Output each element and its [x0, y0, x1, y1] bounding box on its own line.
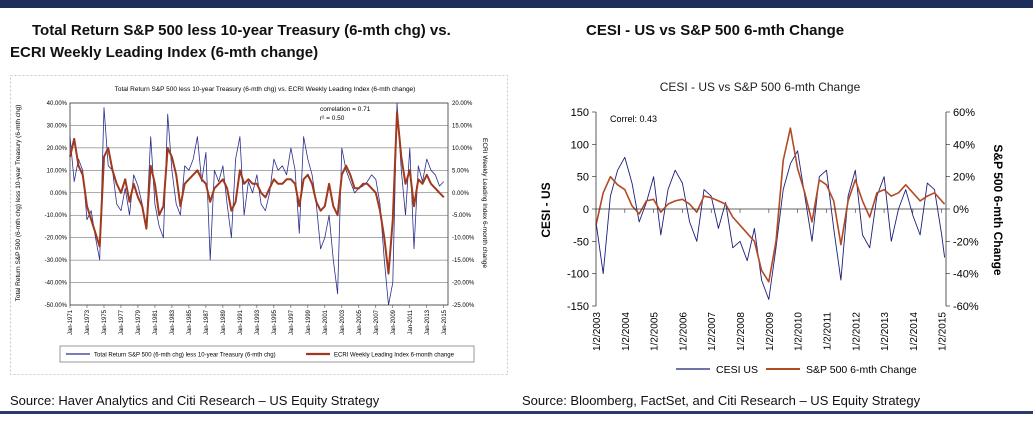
- right-series-line-1: [595, 150, 946, 300]
- left-chart-title: Total Return S&P 500 less 10-year Treasu…: [115, 86, 416, 93]
- right-y2-tick-label: 60%: [953, 107, 975, 119]
- right-x-tick-label: 1/2/2006: [678, 312, 689, 351]
- right-x-tick-label: 1/2/2009: [765, 312, 776, 351]
- right-correl-annotation: Correl: 0.43: [610, 114, 657, 124]
- right-y-tick-label: 50: [577, 172, 589, 184]
- left-x-tick-label: Jan-2003: [340, 309, 346, 335]
- left-legend-box: [59, 345, 475, 363]
- left-x-tick-label: Jan-1989: [221, 309, 227, 335]
- top-rule: [0, 0, 1033, 8]
- right-x-tick-label: 1/2/2015: [938, 312, 949, 351]
- left-x-tick-label: Jan-1973: [85, 309, 91, 335]
- right-y2-tick-label: 20%: [953, 172, 975, 184]
- left-y-axis-label: Total Return S&P 500 (6-mth chg) less 10…: [15, 105, 22, 302]
- left-chart-panel: Total Return S&P 500 less 10-year Treasu…: [10, 75, 508, 380]
- left-y-tick-label: 0.00%: [50, 191, 68, 197]
- left-y2-axis-label: ECRI Weekly Leading Index 6-month change: [481, 138, 488, 268]
- right-x-tick-label: 1/2/2013: [880, 312, 891, 351]
- left-x-tick-label: Jan-2007: [374, 309, 380, 335]
- left-y2-tick-label: 10.00%: [452, 146, 473, 152]
- right-y-tick-label: -150: [567, 301, 589, 313]
- right-x-tick-label: 1/2/2004: [621, 312, 632, 351]
- left-y2-tick-label: 15.00%: [452, 123, 473, 129]
- left-y-tick-label: 30.00%: [47, 123, 68, 129]
- left-x-tick-label: Jan-1993: [255, 309, 261, 335]
- left-x-tick-label: Jan-1971: [68, 309, 74, 335]
- left-y2-tick-label: -25.00%: [452, 303, 475, 309]
- left-y2-tick-label: 0.00%: [452, 191, 470, 197]
- right-x-tick-label: 1/2/2003: [592, 312, 603, 351]
- right-x-tick-label: 1/2/2012: [851, 312, 862, 351]
- left-y-tick-label: -40.00%: [45, 281, 68, 287]
- left-x-tick-label: Jan-1983: [170, 309, 176, 335]
- left-y2-tick-label: -5.00%: [452, 213, 472, 219]
- right-y2-tick-label: 40%: [953, 139, 975, 151]
- left-y-tick-label: -50.00%: [45, 303, 68, 309]
- left-x-tick-label: Jan-1997: [289, 309, 295, 335]
- right-series-line-2: [595, 127, 946, 283]
- right-y-tick-label: 100: [571, 139, 589, 151]
- left-x-tick-label: Jan-1995: [272, 309, 278, 335]
- left-chart: Total Return S&P 500 less 10-year Treasu…: [10, 75, 508, 375]
- right-y2-tick-label: 0%: [953, 204, 969, 216]
- right-chart-title: CESI - US vs S&P 500 6-mth Change: [660, 80, 861, 94]
- left-y-tick-label: 20.00%: [47, 146, 68, 152]
- right-x-tick-label: 1/2/2010: [794, 312, 805, 351]
- right-y2-tick-label: -60%: [953, 301, 979, 313]
- left-legend-label-2: ECRI Weekly Leading Index 6-month change: [334, 353, 455, 359]
- left-x-tick-label: Jan-1999: [306, 309, 312, 335]
- right-x-tick-label: 1/2/2008: [736, 312, 747, 351]
- right-y-tick-label: 0: [583, 204, 589, 216]
- right-x-tick-label: 1/2/2014: [909, 312, 920, 351]
- left-x-tick-label: Jan-2009: [391, 309, 397, 335]
- left-x-tick-label: Jan-1985: [187, 309, 193, 335]
- right-heading: CESI - US vs S&P 500 6-mth Change: [586, 22, 845, 39]
- right-y2-tick-label: -40%: [953, 269, 979, 281]
- left-x-tick-label: Jan-1981: [153, 309, 159, 335]
- left-x-tick-label: Jan-1991: [238, 309, 244, 335]
- left-x-tick-label: Jan-1977: [119, 309, 125, 335]
- left-x-tick-label: Jan-2005: [357, 309, 363, 335]
- left-r2-annotation: r² = 0.50: [320, 115, 345, 122]
- right-y2-axis-label: S&P 500 6-mth Change: [991, 144, 1005, 275]
- right-x-tick-label: 1/2/2005: [650, 312, 661, 351]
- left-x-tick-label: Jan-1979: [136, 309, 142, 335]
- left-y2-tick-label: -10.00%: [452, 236, 475, 242]
- right-y-tick-label: 150: [571, 107, 589, 119]
- left-source: Source: Haver Analytics and Citi Researc…: [10, 393, 380, 408]
- left-y-tick-label: -30.00%: [45, 258, 68, 264]
- right-x-tick-label: 1/2/2011: [822, 312, 833, 351]
- left-heading-line1: Total Return S&P 500 less 10-year Treasu…: [32, 22, 451, 39]
- right-legend-label-1: CESI US: [716, 364, 758, 376]
- right-legend-label-2: S&P 500 6-mth Change: [806, 364, 917, 376]
- left-y-tick-label: -20.00%: [45, 236, 68, 242]
- left-x-tick-label: Jan-1975: [102, 309, 108, 335]
- left-y-tick-label: -10.00%: [45, 213, 68, 219]
- left-y2-tick-label: 5.00%: [452, 168, 470, 174]
- bottom-rule: [0, 411, 1033, 414]
- left-y2-tick-label: 20.00%: [452, 101, 473, 107]
- left-y-tick-label: 40.00%: [47, 101, 68, 107]
- right-x-tick-label: 1/2/2007: [707, 312, 718, 351]
- right-source: Source: Bloomberg, FactSet, and Citi Res…: [522, 393, 921, 408]
- right-y-tick-label: -100: [567, 269, 589, 281]
- left-y-tick-label: 10.00%: [47, 168, 68, 174]
- left-y2-tick-label: -15.00%: [452, 258, 475, 264]
- left-x-tick-label: Jan-1987: [204, 309, 210, 335]
- left-x-tick-label: Jan-2001: [323, 309, 329, 335]
- left-y2-tick-label: -20.00%: [452, 281, 475, 287]
- right-chart: CESI - US vs S&P 500 6-mth Change CESI -…: [539, 80, 1005, 376]
- right-y2-tick-label: -20%: [953, 236, 979, 248]
- left-x-tick-label: Jan-2015: [442, 309, 448, 335]
- left-series-line-2: [69, 111, 445, 275]
- right-y-axis-label: CESI - US: [539, 182, 553, 237]
- left-heading-line2: ECRI Weekly Leading Index (6-mth change): [10, 44, 319, 61]
- left-correlation-annotation: correlation = 0.71: [320, 106, 371, 113]
- left-x-tick-label: Jan-2011: [408, 309, 414, 334]
- right-chart-panel: CESI - US vs S&P 500 6-mth Change CESI -…: [528, 72, 1008, 389]
- left-legend-label-1: Total Return S&P 500 (6-mth chg) less 10…: [94, 353, 276, 359]
- right-y-tick-label: -50: [573, 236, 589, 248]
- left-x-tick-label: Jan-2013: [425, 309, 431, 335]
